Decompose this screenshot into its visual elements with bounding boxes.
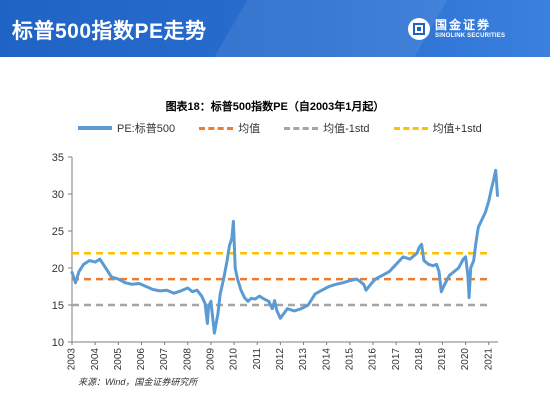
source-note: 来源：Wind，国金证券研究所 bbox=[78, 377, 198, 387]
legend-swatch-plus1std bbox=[393, 126, 428, 130]
y-tick-label: 35 bbox=[52, 152, 64, 164]
y-tick-label: 10 bbox=[52, 337, 64, 349]
page-title: 标普500指数PE走势 bbox=[12, 20, 207, 43]
legend-item-pe: PE:标普500 bbox=[78, 120, 175, 136]
legend-label-minus1std: 均值-1std bbox=[323, 123, 370, 135]
y-tick-label: 20 bbox=[52, 263, 64, 275]
x-tick-label: 2017 bbox=[391, 348, 402, 371]
legend-swatch-pe bbox=[78, 126, 112, 130]
legend-swatch-mean bbox=[199, 126, 234, 130]
x-tick-label: 2004 bbox=[90, 348, 101, 371]
x-tick-label: 2020 bbox=[460, 348, 471, 371]
y-tick-label: 30 bbox=[52, 189, 64, 201]
logo-text-en: SINOLINK SECURITIES bbox=[435, 32, 506, 39]
legend-label-pe: PE:标普500 bbox=[117, 123, 176, 135]
x-tick-label: 2016 bbox=[368, 348, 379, 371]
logo-text-cn: 国金证券 bbox=[435, 17, 492, 32]
x-tick-label: 2006 bbox=[136, 348, 147, 371]
x-tick-label: 2021 bbox=[483, 348, 494, 371]
x-tick-label: 2005 bbox=[113, 348, 124, 371]
pe-series-line bbox=[70, 168, 499, 335]
x-tick-label: 2013 bbox=[298, 348, 309, 371]
legend-label-mean: 均值 bbox=[238, 123, 261, 135]
x-tick-label: 2012 bbox=[275, 348, 286, 371]
chart-legend: PE:标普500 均值 均值-1std 均值+1std bbox=[78, 120, 506, 136]
company-logo: 国金证券 SINOLINK SECURITIES bbox=[408, 14, 538, 44]
x-tick-label: 2018 bbox=[414, 348, 425, 371]
y-tick-label: 15 bbox=[52, 300, 64, 312]
x-tick-label: 2008 bbox=[182, 348, 193, 371]
x-tick-label: 2009 bbox=[206, 348, 217, 371]
x-tick-label: 2015 bbox=[344, 348, 355, 371]
legend-label-plus1std: 均值+1std bbox=[432, 123, 482, 135]
legend-item-mean: 均值 bbox=[199, 120, 260, 136]
page-header: 标普500指数PE走势 国金证券 SINOLINK SECURITIES bbox=[0, 0, 550, 57]
legend-item-plus1std: 均值+1std bbox=[393, 120, 482, 136]
logo-emblem-icon bbox=[408, 18, 430, 40]
x-tick-label: 2019 bbox=[437, 348, 448, 371]
legend-swatch-minus1std bbox=[284, 126, 319, 130]
x-tick-label: 2011 bbox=[252, 348, 263, 370]
x-tick-label: 2007 bbox=[159, 348, 170, 371]
y-tick-label: 25 bbox=[52, 226, 64, 238]
x-tick-label: 2014 bbox=[321, 348, 332, 371]
x-tick-label: 2003 bbox=[67, 348, 78, 371]
x-tick-label: 2010 bbox=[229, 348, 240, 371]
chart-title: 图表18：标普500指数PE（自2003年1月起） bbox=[165, 101, 385, 113]
legend-item-minus1std: 均值-1std bbox=[284, 120, 370, 136]
